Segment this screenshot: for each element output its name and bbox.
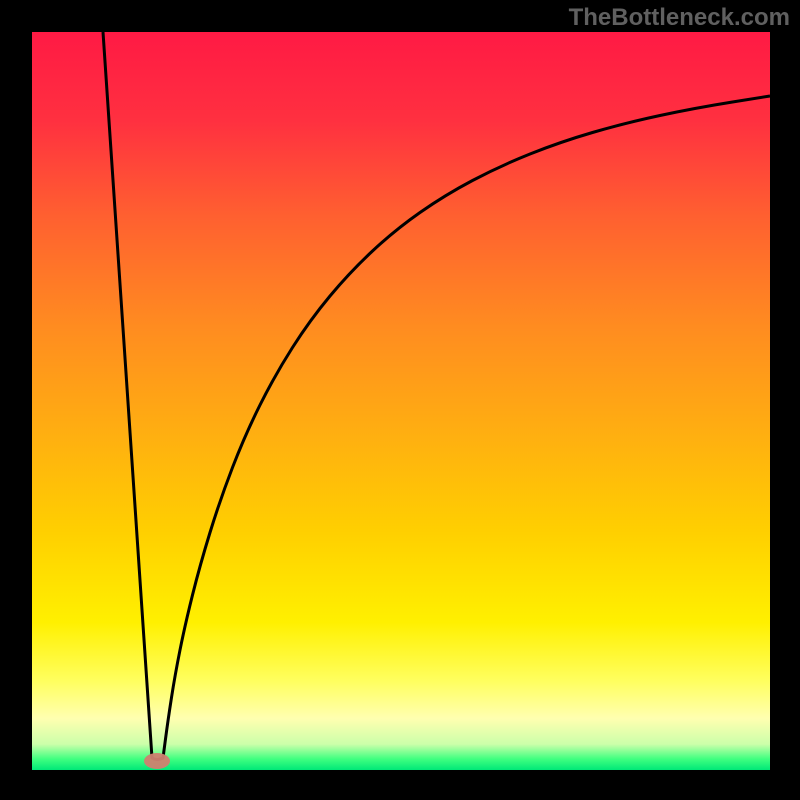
optimal-marker [144,753,170,769]
bottleneck-chart [0,0,800,800]
chart-container: TheBottleneck.com [0,0,800,800]
plot-background [32,32,770,770]
watermark-text: TheBottleneck.com [569,4,790,32]
